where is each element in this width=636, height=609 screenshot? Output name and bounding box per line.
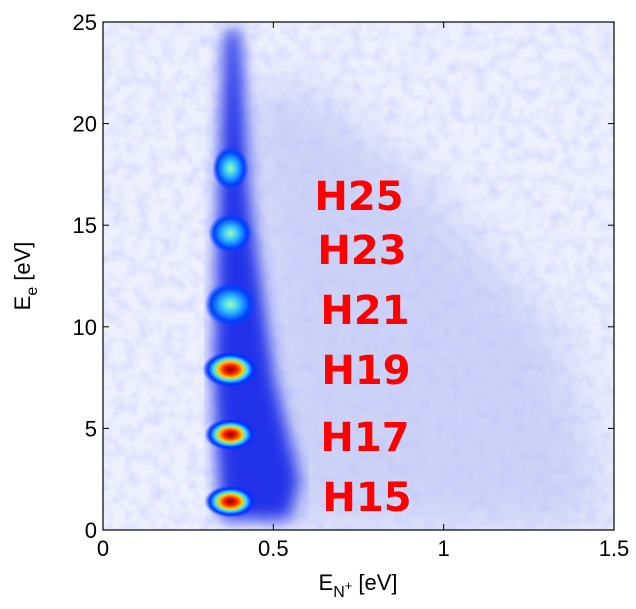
annotation: H17	[320, 415, 409, 461]
heatmap-wing	[240, 80, 600, 530]
x-tick-label: 0.5	[258, 536, 289, 561]
x-label-sup: +	[345, 578, 353, 593]
x-label-main: E	[319, 570, 334, 595]
annotation: H21	[320, 288, 409, 334]
y-tick-label: 10	[73, 315, 97, 340]
heatmap	[103, 22, 614, 530]
peak	[208, 213, 253, 254]
y-tick-label: 15	[73, 213, 97, 238]
y-tick-label: 20	[73, 112, 97, 137]
y-tick-label: 25	[73, 10, 97, 35]
annotation: H23	[317, 228, 406, 274]
peak	[204, 282, 257, 327]
y-label-sub: e	[24, 287, 41, 296]
y-axis-label: Ee [eV]	[10, 242, 41, 311]
x-label-unit: [eV]	[358, 570, 397, 595]
peak	[202, 351, 259, 388]
x-tick-label: 0	[97, 536, 109, 561]
x-tick-label: 1.5	[599, 536, 630, 561]
annotation: H25	[314, 174, 403, 220]
peak	[204, 485, 257, 518]
y-tick-label: 5	[85, 416, 97, 441]
peak	[212, 146, 249, 191]
x-label-sub: N	[333, 584, 345, 601]
x-tick-label: 1	[438, 536, 450, 561]
peak	[204, 418, 257, 451]
x-axis-label: EN+ [eV]	[319, 570, 398, 601]
y-label-main: E	[10, 296, 35, 311]
y-tick-label: 0	[85, 518, 97, 543]
y-label-unit: [eV]	[10, 242, 35, 281]
plot-frame	[102, 21, 615, 531]
annotation: H15	[322, 475, 411, 521]
annotation: H19	[321, 348, 410, 394]
